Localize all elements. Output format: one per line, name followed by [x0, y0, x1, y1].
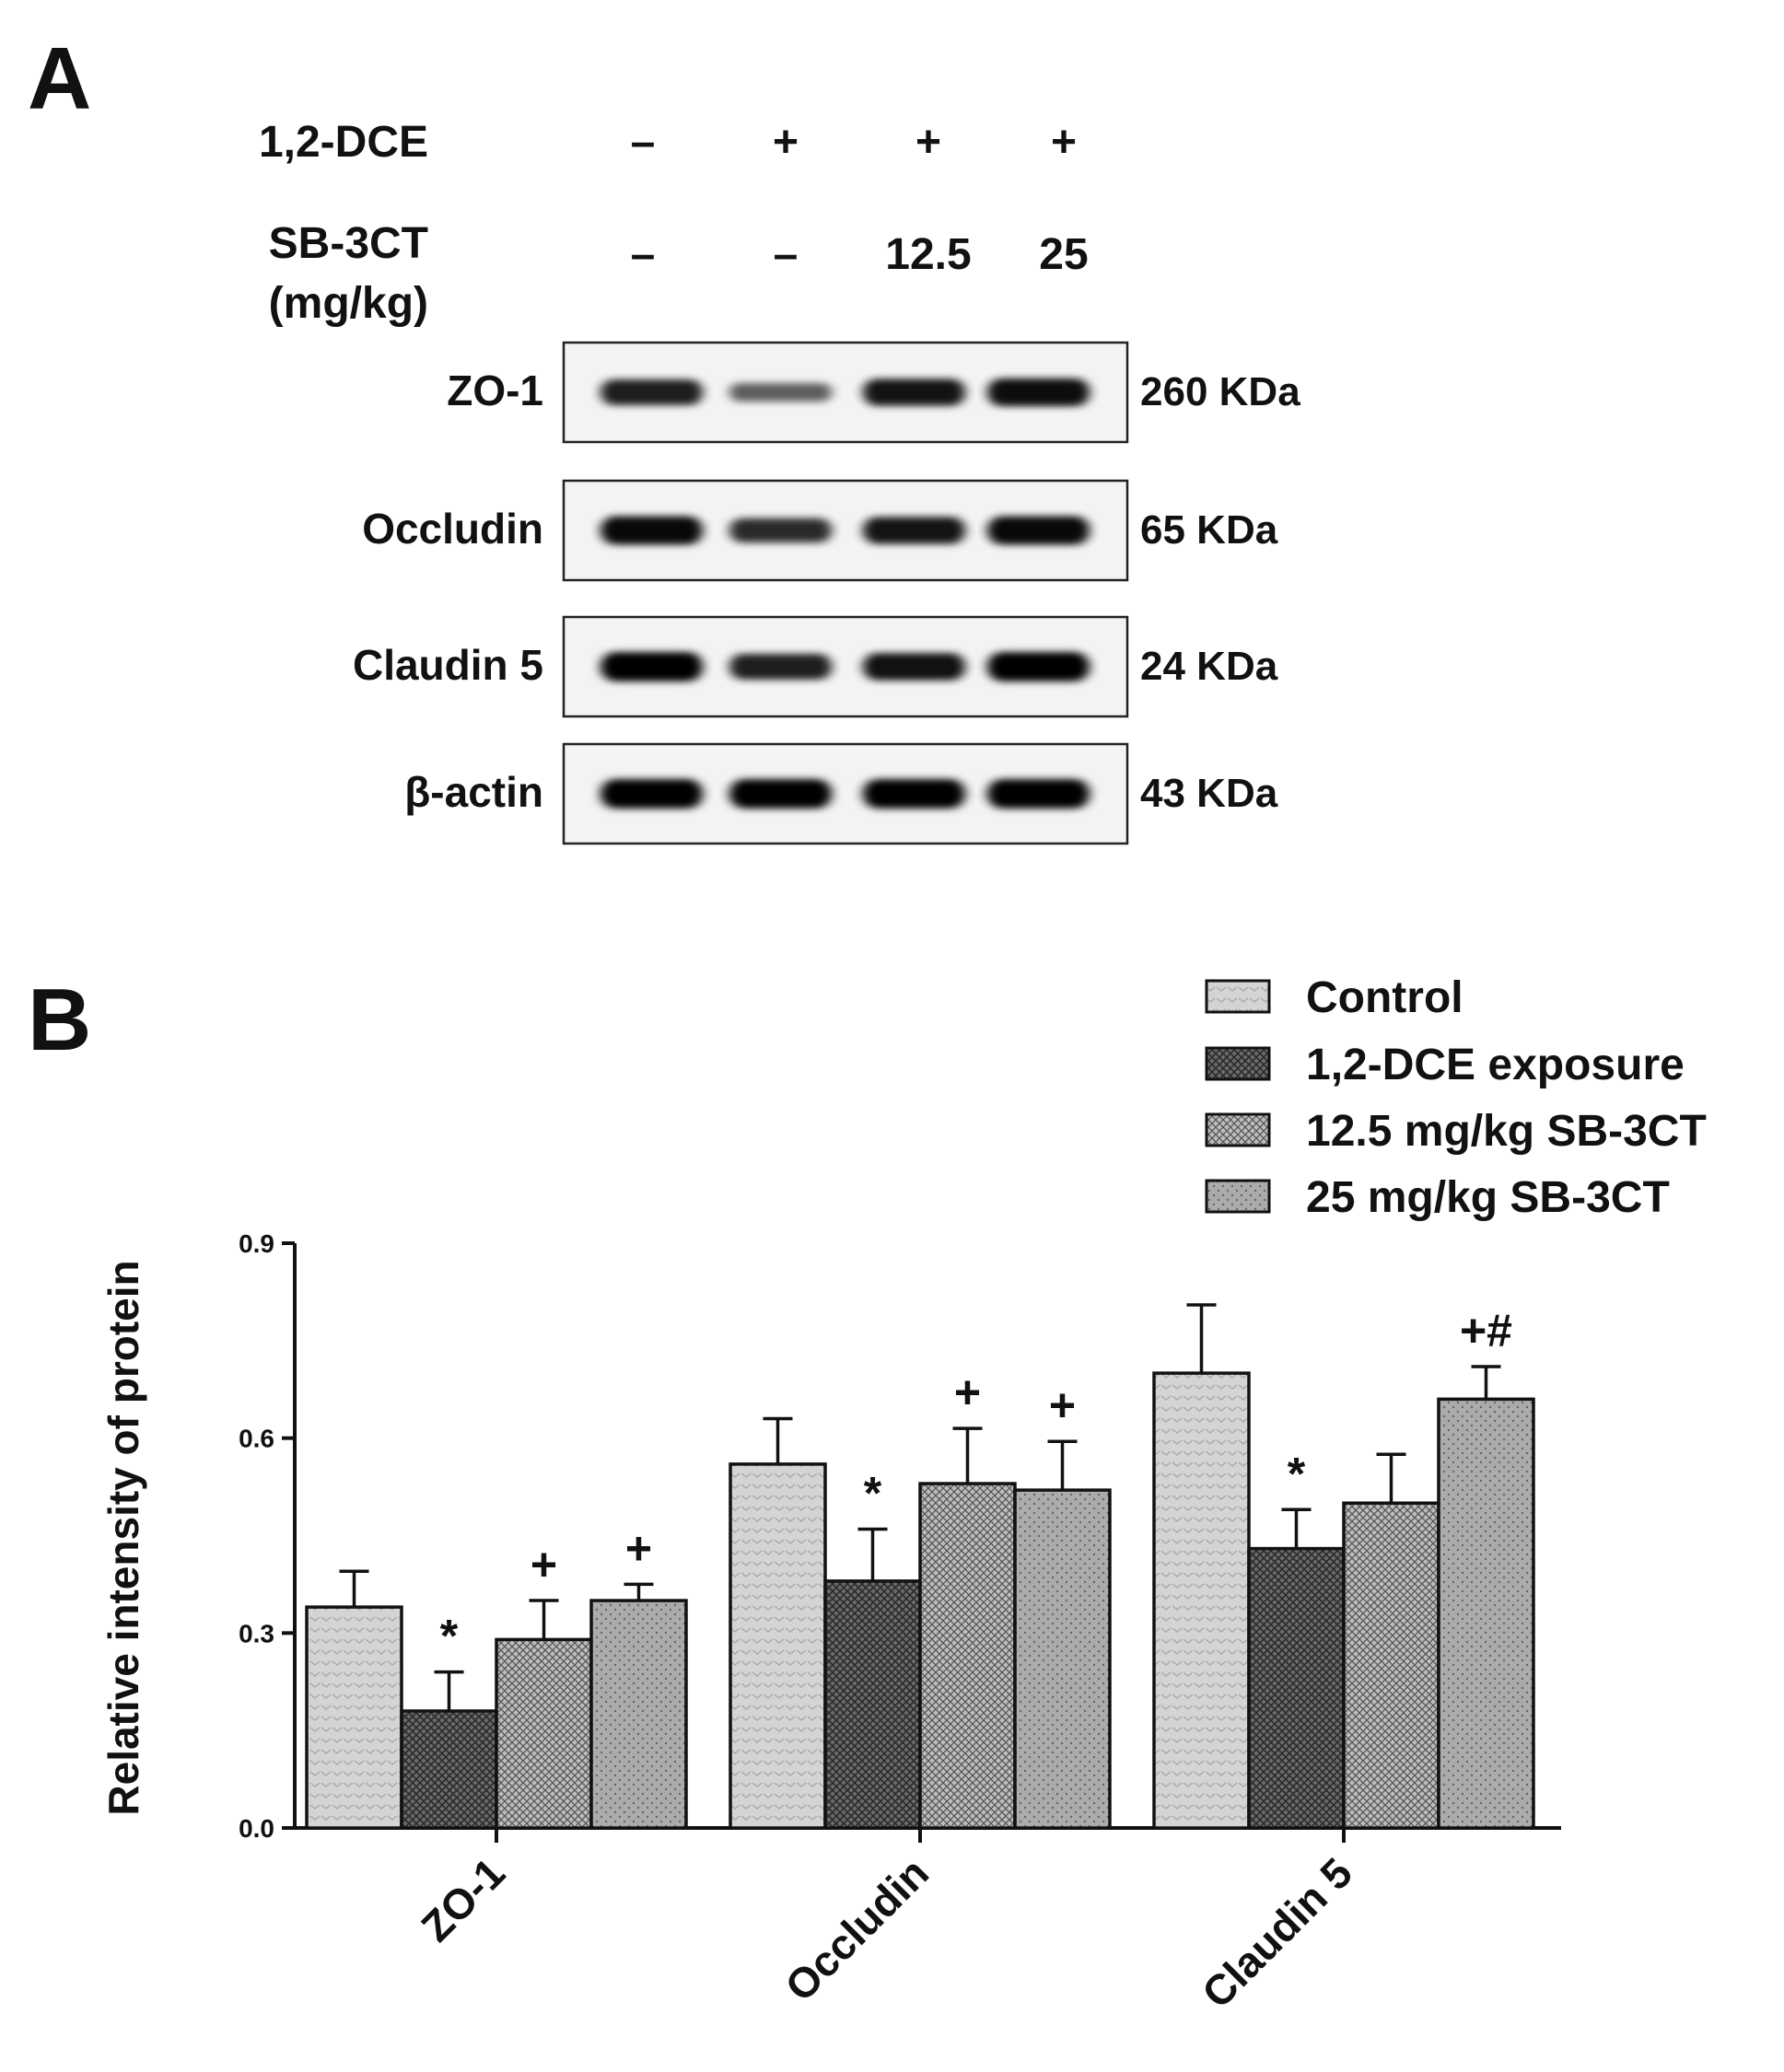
blot-band: [600, 516, 703, 545]
bar: [1342, 1501, 1440, 1830]
bar: [1437, 1397, 1535, 1830]
y-axis-title: Relative intensity of protein: [99, 1260, 147, 1815]
condition-label-sb3ct: SB-3CT: [269, 219, 428, 268]
condition-label-dce: 1,2-DCE: [259, 118, 428, 167]
y-tick-label: 0.0: [239, 1814, 274, 1843]
legend-label: 1,2-DCE exposure: [1306, 1041, 1685, 1089]
x-category-label: Occludin: [775, 1848, 938, 2010]
blot-band: [600, 378, 703, 406]
blot-label: Claudin 5: [353, 641, 543, 689]
bar-chart: 0.0 0.3 0.6 0.9 * + + ZO-1 * + + Occludin * +# Claudin…: [239, 1229, 1561, 2017]
significance-label: +: [625, 1522, 652, 1574]
panel-a-letter: A: [28, 29, 91, 128]
blot-kda-label: 65 KDa: [1140, 507, 1278, 553]
condition-dce-lane-2: +: [773, 118, 799, 167]
x-category-label: Claudin 5: [1193, 1848, 1361, 2017]
y-tick-label: 0.6: [239, 1425, 274, 1453]
condition-dce-lane-1: –: [631, 118, 656, 167]
blot-band: [987, 378, 1090, 407]
bar: [495, 1637, 593, 1830]
significance-label: +: [954, 1367, 981, 1418]
significance-label: +: [1049, 1379, 1076, 1431]
blot-label: Occludin: [362, 505, 543, 553]
bar: [305, 1605, 403, 1830]
legend-swatch: [1205, 1046, 1271, 1081]
panel-b-letter: B: [28, 971, 91, 1069]
bar: [729, 1462, 827, 1830]
legend-label: 25 mg/kg SB-3CT: [1306, 1173, 1670, 1222]
bar: [1013, 1488, 1112, 1830]
blot-band: [863, 378, 965, 406]
significance-label: +: [531, 1539, 557, 1590]
blot-label: β-actin: [404, 768, 543, 816]
significance-label: *: [440, 1611, 459, 1662]
blot-band: [863, 653, 965, 681]
blot-kda-label: 260 KDa: [1140, 369, 1300, 414]
blot-band: [729, 383, 832, 402]
x-category-label: ZO-1: [412, 1848, 514, 1950]
blot-band: [987, 652, 1090, 681]
significance-label: *: [864, 1467, 882, 1519]
blot-band: [863, 779, 965, 809]
condition-sb3ct-lane-2: –: [774, 230, 799, 279]
bar: [400, 1709, 498, 1830]
blot-kda-label: 43 KDa: [1140, 771, 1278, 816]
condition-dce-lane-3: +: [915, 118, 941, 167]
condition-sb3ct-lane-4: 25: [1039, 230, 1088, 279]
legend-swatch: [1205, 1112, 1271, 1147]
condition-sb3ct-lane-3: 12.5: [885, 230, 971, 279]
blot-band: [729, 518, 832, 543]
condition-dce-lane-4: +: [1051, 118, 1077, 167]
significance-label: *: [1288, 1448, 1306, 1499]
condition-label-sb3ct-unit: (mg/kg): [269, 279, 428, 328]
bar: [823, 1579, 922, 1830]
western-blots: ZO-1 260 KDa Occludin 65 KDa Claudin 5 24 KDa…: [353, 341, 1300, 845]
bar: [1152, 1371, 1251, 1830]
blot-band: [987, 516, 1090, 545]
blot-band: [729, 653, 832, 681]
blot-band: [600, 779, 703, 809]
blot-band: [729, 779, 832, 809]
bar: [1247, 1546, 1346, 1830]
condition-sb3ct-lane-1: –: [631, 230, 656, 279]
blot-band: [863, 517, 965, 544]
legend-swatch: [1205, 1179, 1271, 1214]
legend: Control 1,2-DCE exposure 12.5 mg/kg SB-3CT…: [1205, 973, 1707, 1222]
blot-band: [987, 779, 1090, 809]
bar: [589, 1599, 688, 1830]
legend-label: 12.5 mg/kg SB-3CT: [1306, 1107, 1707, 1156]
y-tick-label: 0.9: [239, 1229, 274, 1258]
legend-label: Control: [1306, 973, 1463, 1022]
blot-label: ZO-1: [447, 367, 543, 414]
y-tick-label: 0.3: [239, 1619, 274, 1647]
blot-kda-label: 24 KDa: [1140, 644, 1278, 689]
significance-label: +#: [1460, 1305, 1512, 1356]
blot-band: [600, 652, 703, 681]
legend-swatch: [1205, 979, 1271, 1014]
bar: [918, 1482, 1017, 1830]
